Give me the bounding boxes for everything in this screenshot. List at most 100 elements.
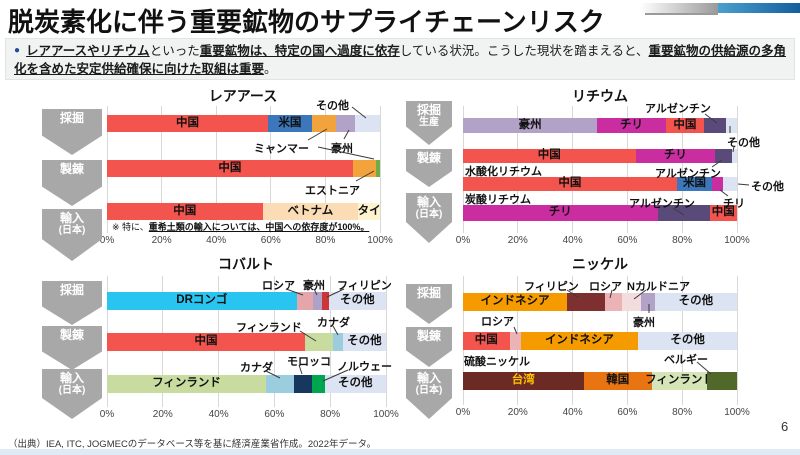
stage-arrow-label: 製錬 [416,329,441,343]
chart-title-lithium: リチウム [572,88,628,104]
bar-segment-アルゼンチン [715,149,732,163]
bullet-icon: ● [14,45,21,56]
segment-label: 中国 [673,118,697,131]
summary-box: ● レアアースやリチウムといった重要鉱物は、特定の国へ過度に依存している状況。こう… [5,38,795,80]
annotation: ロシア [262,280,295,292]
axis-tick-label: 20% [507,407,528,418]
axis-tick-label: 80% [672,407,693,418]
bar-segment-韓国: 韓国 [583,372,653,390]
annotation: アルゼンチン [655,168,721,180]
stage-arrow: 製錬 [42,160,102,206]
segment-label: 中国 [173,204,197,217]
stage-arrow-label: 採掘 [59,283,84,297]
segment-label: 中国 [537,149,561,162]
chart-note-segment: 重希土類の輸入については、中国への依存度が100%。 [148,222,370,232]
annotation: フィリピン [524,281,579,293]
gridline [572,106,574,233]
stage-arrow-label: (日本) [415,385,443,396]
bar-segment-モロッコ [293,375,313,393]
bar-segment-Nカルドニア [621,293,642,311]
gridline [462,106,464,233]
bar: フィンランド その他 [107,375,386,393]
bar: 中国 ベトナム タイ [107,203,381,220]
bar-segment-中国: 中国 [463,149,636,163]
bar-segment-その他 [723,177,737,191]
axis-tick-label: 20% [152,409,173,420]
axis-tick-label: 0% [99,235,115,246]
source-note: （出典）IEA, ITC, JOGMECのデータベース等を基に経済産業省作成。2… [8,439,377,450]
axis-tick-label: 60% [617,235,638,246]
annotation: 豪州 [633,317,655,329]
annotation: 水酸化リチウム [465,166,542,178]
axis-tick-label: 100% [724,407,750,418]
stage-arrow-label: 輸入 [416,371,441,385]
gridline [681,106,683,233]
stage-arrow: 製錬 [406,327,452,367]
page-number: 6 [781,419,789,434]
bar-segment-フィンランド: フィンランド [107,375,267,393]
bar-segment-中国: 中国 [665,118,705,133]
segment-label: フィンランド [152,377,221,390]
gridline [736,276,738,405]
axis-tick-label: 40% [562,235,583,246]
chart-note-segment: ※ 特に、 [112,222,149,232]
segment-label: インドネシア [480,295,550,308]
gridline [379,106,381,233]
stage-arrow-label: 輸入 [416,195,441,209]
segment-label: DRコンゴ [176,294,228,307]
axis-tick-label: 80% [315,235,336,246]
annotation: 炭酸リチウム [465,194,531,206]
bar-segment-フィンランド: フィンランド [645,372,714,390]
bar-segment-ミャンマー [311,115,337,132]
stage-arrow: 採掘 [42,281,102,325]
bar-segment-DRコンゴ: DRコンゴ [107,292,297,310]
summary-text: レアアースやリチウムといった重要鉱物は、特定の国へ過度に依存している状況。こうし… [14,44,786,76]
bar: 中国 米国 [463,177,737,191]
annotation: Nカルドニア [627,281,690,293]
stage-arrow-label: 採掘 [416,103,441,117]
stage-arrow-label: 採掘 [59,111,84,125]
segment-label: 韓国 [606,374,630,387]
segment-label: その他 [347,335,382,348]
annotation: ロシア [481,316,514,328]
gridline [385,276,387,407]
header-decoration-gray [640,3,718,13]
annotation: 硫酸ニッケル [464,356,530,368]
annotation: カナダ [317,317,350,329]
bar-segment-中国: 中国 [463,177,677,191]
bar: 台湾 韓国 フィンランド [463,372,737,390]
segment-label: その他 [340,294,375,307]
bar-segment-タイ: タイ [358,203,381,220]
bar-segment-ベルギー [706,372,737,390]
bar-segment-その他: その他 [638,332,737,350]
bar-segment-その他: その他 [328,292,386,310]
annotation: ベルギー [664,354,708,366]
header-decoration-blue [718,3,800,13]
axis-tick-label: 0% [99,409,115,420]
bar-segment-中国: 中国 [709,205,737,221]
stage-arrow-label: 製錬 [59,328,84,342]
gridline [626,106,628,233]
stage-arrow-label: 製錬 [416,151,441,165]
bar-segment-インドネシア: インドネシア [463,293,568,311]
annotation: 豪州 [303,280,325,292]
bar-segment-豪州 [641,293,655,311]
axis-tick-label: 100% [367,235,393,246]
annotation: ロシア [589,281,622,293]
bar-segment-エストニア [375,160,380,177]
bar-segment-チリ [712,177,724,191]
bar-segment-チリ: チリ [463,205,658,221]
annotation: アルゼンチン [629,198,695,210]
bar-segment-アルゼンチン [704,118,727,133]
annotation: 豪州 [331,143,353,155]
bar-segment-豪州 [336,115,356,132]
bar-segment-豪州: 豪州 [463,118,598,133]
stage-arrow: 輸入 (日本) [406,193,452,243]
segment-label: その他 [670,334,705,347]
axis-tick-label: 40% [562,407,583,418]
chart-note: ※ 特に、重希土類の輸入については、中国への依存度が100%。 [112,220,369,233]
axis-tick-label: 100% [724,235,750,246]
annotation: ミャンマー [254,143,309,155]
bar-segment-カナダ [332,333,343,351]
